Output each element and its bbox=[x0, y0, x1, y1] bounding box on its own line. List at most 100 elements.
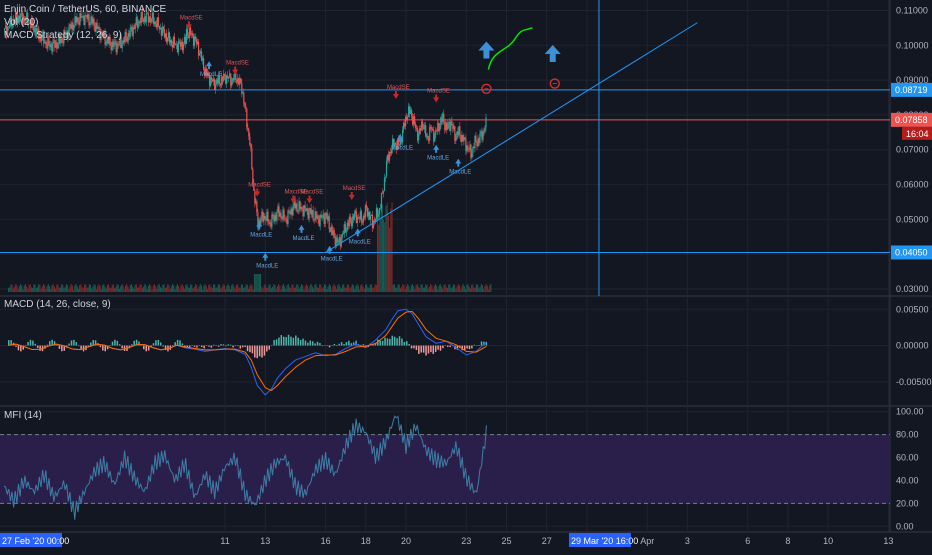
macd-histogram-bar bbox=[263, 345, 266, 356]
volume-bar bbox=[152, 285, 154, 292]
candle-body bbox=[381, 192, 384, 194]
volume-bar bbox=[20, 284, 22, 292]
candle-body bbox=[30, 23, 32, 28]
volume-bar bbox=[67, 285, 69, 292]
macd-histogram-bar bbox=[379, 340, 381, 346]
volume-bar bbox=[410, 285, 412, 292]
candle-body bbox=[71, 22, 73, 29]
volume-bar bbox=[398, 284, 400, 292]
candle-body bbox=[135, 17, 137, 25]
price-tick-label: 0.03000 bbox=[896, 284, 929, 294]
candle-body bbox=[440, 117, 442, 127]
volume-bar bbox=[424, 287, 426, 292]
strategy-legend[interactable]: MACD Strategy (12, 26, 9) bbox=[4, 30, 122, 41]
candle-body bbox=[165, 33, 168, 42]
candle-body bbox=[75, 16, 77, 23]
buy-signal-label: MacdLE bbox=[200, 72, 222, 78]
candle-body bbox=[63, 30, 65, 44]
time-axis[interactable]: 11 13 16 18 20 23 25 27 Apr 3 6 8 10 13 27 Feb '20 00:… bbox=[0, 533, 893, 547]
volume-bar bbox=[180, 285, 182, 292]
macd-histogram-bar bbox=[116, 340, 119, 346]
volume-bar bbox=[465, 289, 467, 292]
volume-bar bbox=[289, 287, 291, 292]
volume-bar bbox=[132, 286, 134, 292]
candle-body bbox=[219, 75, 221, 85]
volume-bar bbox=[174, 289, 176, 292]
volume-bar bbox=[330, 285, 332, 292]
buy-signal-arrow bbox=[256, 221, 263, 230]
volume-bar bbox=[108, 284, 110, 292]
macd-histogram-bar bbox=[292, 337, 295, 346]
candle-body bbox=[269, 222, 271, 224]
candle-body bbox=[291, 208, 293, 216]
main-price-plot[interactable]: MacdSEMacdLEMacdSEMacdSEMacdLEMacdLEMacd… bbox=[0, 8, 890, 292]
volume-bar bbox=[295, 287, 297, 292]
candle-body bbox=[62, 40, 64, 44]
candle-body bbox=[473, 147, 475, 149]
macd-histogram-bar bbox=[456, 345, 459, 350]
macd-histogram-bar bbox=[377, 339, 379, 346]
sell-signal-label: MacdSE bbox=[248, 183, 271, 189]
candle-body bbox=[432, 129, 434, 131]
candle-body bbox=[482, 131, 484, 140]
candle-body bbox=[480, 131, 482, 134]
target-circle-annotation bbox=[481, 83, 492, 95]
candle-body bbox=[58, 35, 60, 45]
candle-body bbox=[270, 222, 272, 227]
candle-body bbox=[386, 154, 389, 161]
volume-bar bbox=[344, 287, 346, 292]
sell-signal-arrow bbox=[254, 188, 261, 197]
volume-bar bbox=[489, 285, 491, 292]
macd-histogram-bar bbox=[15, 345, 17, 347]
candle-body bbox=[284, 218, 286, 220]
candle-body bbox=[301, 206, 303, 210]
macd-histogram-bar bbox=[24, 345, 27, 347]
volume-bar bbox=[461, 285, 463, 292]
macd-plot[interactable] bbox=[7, 308, 488, 396]
buy-signal-arrow bbox=[262, 252, 269, 261]
volume-bar bbox=[70, 284, 72, 292]
volume-bar bbox=[82, 288, 84, 292]
volume-bar bbox=[313, 288, 315, 292]
macd-histogram-bar bbox=[304, 340, 307, 346]
macd-histogram-bar bbox=[58, 345, 61, 349]
volume-bar bbox=[175, 285, 177, 292]
mfi-legend[interactable]: MFI (14) bbox=[4, 410, 42, 421]
candle-body bbox=[298, 201, 300, 212]
volume-bar bbox=[325, 284, 327, 292]
candle-body bbox=[406, 116, 408, 120]
candle-body bbox=[247, 127, 249, 130]
macd-histogram-bar bbox=[68, 343, 70, 346]
volume-bar bbox=[234, 288, 236, 292]
volume-legend[interactable]: Vol (20) bbox=[4, 17, 39, 28]
volume-bar bbox=[192, 288, 194, 292]
candle-body bbox=[288, 210, 290, 212]
volume-bar bbox=[309, 285, 311, 292]
mfi-plot[interactable] bbox=[0, 415, 890, 520]
candle-body bbox=[251, 147, 253, 170]
volume-bar bbox=[59, 287, 61, 292]
volume-bar bbox=[46, 285, 48, 292]
candle-body bbox=[44, 42, 46, 44]
candle-body bbox=[302, 209, 304, 217]
price-axis[interactable]: 0.110000.100000.090000.080000.070000.060… bbox=[891, 5, 932, 531]
macd-histogram-bar bbox=[39, 345, 41, 351]
candle-body bbox=[212, 79, 214, 82]
candle-body bbox=[336, 237, 338, 243]
candle-body bbox=[163, 28, 165, 38]
candle-body bbox=[390, 149, 393, 154]
trendline bbox=[325, 22, 698, 253]
macd-legend[interactable]: MACD (14, 26, close, 9) bbox=[4, 299, 111, 310]
candle-body bbox=[59, 35, 61, 44]
volume-bar bbox=[131, 284, 133, 292]
macd-histogram-bar bbox=[463, 345, 466, 351]
macd-histogram-bar bbox=[237, 345, 239, 347]
chart-title[interactable]: Enjin Coin / TetherUS, 60, BINANCE bbox=[4, 4, 167, 15]
candle-body bbox=[268, 221, 270, 224]
candle-body bbox=[245, 106, 247, 109]
macd-histogram-bar bbox=[413, 345, 415, 349]
drawing-annotations[interactable] bbox=[325, 0, 698, 296]
macd-histogram-bar bbox=[311, 341, 314, 346]
